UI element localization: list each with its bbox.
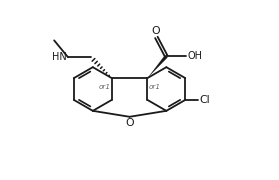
Text: or1: or1 [148, 84, 160, 90]
Text: Cl: Cl [199, 95, 210, 105]
Polygon shape [147, 55, 168, 78]
Text: HN: HN [52, 52, 66, 62]
Text: O: O [151, 26, 160, 36]
Text: O: O [125, 118, 134, 128]
Text: or1: or1 [99, 84, 111, 90]
Text: OH: OH [187, 51, 202, 61]
